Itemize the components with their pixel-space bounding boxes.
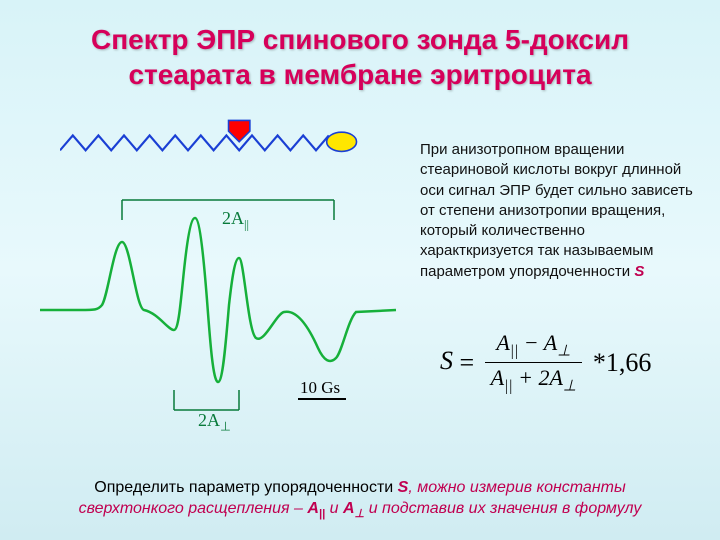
label-a-perp: 2A⊥ <box>198 410 231 435</box>
description-text: При анизотропном вращении стеариновой ки… <box>420 140 700 282</box>
slide-title: Спектр ЭПР спинового зонда 5-доксил стеа… <box>28 22 692 92</box>
scale-label: 10 Gs <box>300 378 340 398</box>
epr-spectrum <box>40 180 400 430</box>
footer-text: Определить параметр упорядоченности S, м… <box>50 478 670 522</box>
label-a-parallel: 2A|| <box>222 208 249 233</box>
molecule-diagram <box>60 115 380 175</box>
formula: S = A|| − A⊥ A|| + 2A⊥ *1,66 <box>440 330 680 400</box>
scale-bar <box>298 398 346 400</box>
